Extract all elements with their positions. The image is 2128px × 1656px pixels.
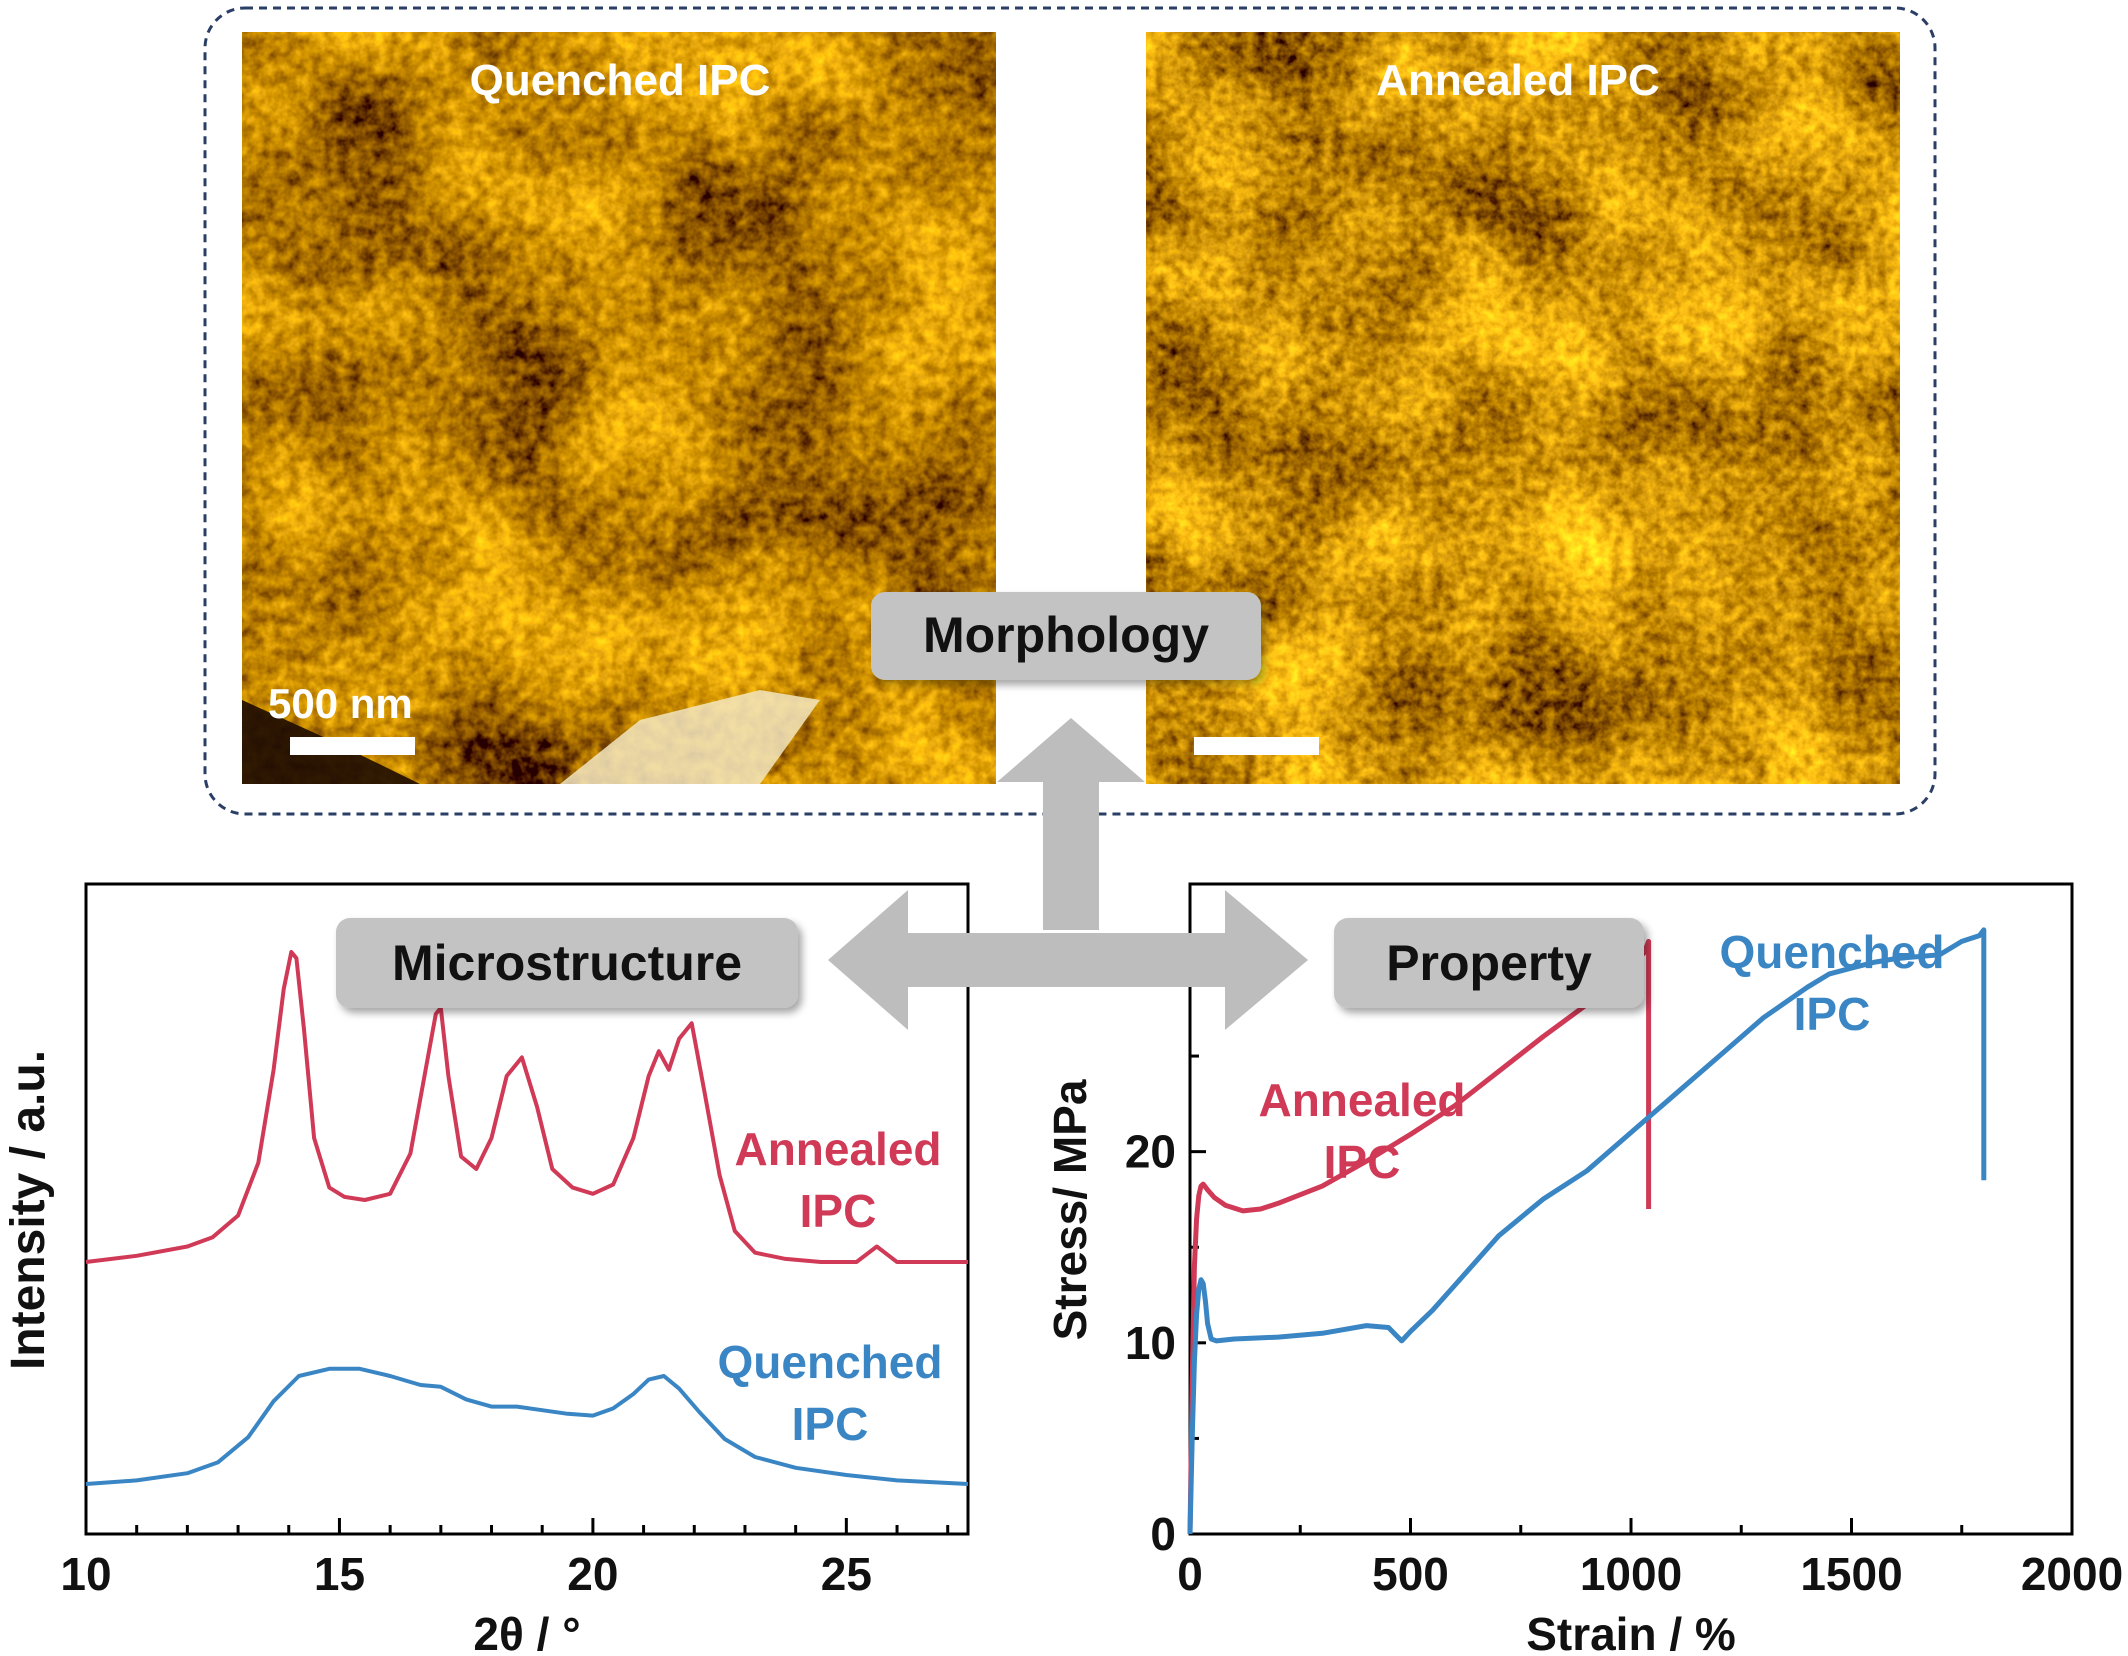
- x-tick-label: 500: [1372, 1548, 1449, 1600]
- property-label: Property: [1386, 935, 1592, 991]
- y-tick-label: 10: [1125, 1317, 1176, 1369]
- morphology-frame: [203, 6, 1937, 816]
- x-tick-label: 10: [60, 1548, 111, 1600]
- panel-title: Annealed IPC: [1376, 56, 1660, 105]
- bright-region: [560, 690, 820, 784]
- series-label: Quenched: [1720, 926, 1945, 978]
- xrd-plot-area: [84, 882, 970, 1536]
- horizontal-double-arrow-icon: [828, 890, 1308, 1030]
- series-label: Annealed: [734, 1123, 941, 1175]
- xrd-series-line: [85, 950, 968, 1264]
- y-axis-label: Intensity / a.u.: [2, 1050, 55, 1370]
- y-tick-label: 20: [1125, 1126, 1176, 1178]
- morphology-label: Morphology: [923, 607, 1209, 663]
- y-tick-label: 0: [1150, 1508, 1176, 1560]
- x-tick-label: 15: [314, 1548, 365, 1600]
- x-axis-label: Strain / %: [1526, 1608, 1736, 1656]
- property-label-box: [1334, 918, 1644, 1008]
- x-tick-label: 20: [567, 1548, 618, 1600]
- microstructure-label: Microstructure: [392, 935, 742, 991]
- series-label: Quenched: [718, 1336, 943, 1388]
- scale-bar: [1194, 737, 1319, 755]
- xrd-axes: 10 15 20 25 2θ / ° Intensity / a.u.: [2, 1050, 950, 1656]
- series-label: IPC: [792, 1398, 869, 1450]
- x-tick-label: 0: [1177, 1548, 1203, 1600]
- x-tick-label: 2000: [2021, 1548, 2123, 1600]
- scale-bar-label: 500 nm: [268, 680, 413, 727]
- tensile-axes: 05001000150020000102030Strain / %Stress/…: [1044, 934, 2123, 1656]
- x-axis-label: 2θ / °: [473, 1608, 580, 1656]
- tensile-series-line: [1187, 938, 1652, 1535]
- series-label: Annealed: [1258, 1074, 1465, 1126]
- morphology-label-box: [871, 592, 1261, 680]
- scale-bar: [290, 737, 415, 755]
- series-label: IPC: [1324, 1136, 1401, 1188]
- series-label: IPC: [1794, 988, 1871, 1040]
- connector-arrows: [828, 718, 1308, 1030]
- series-labels: Annealed IPC Quenched IPC Annealed IPC Quenche…: [718, 926, 1945, 1450]
- tensile-series-line: [1187, 927, 1987, 1535]
- y-axis-label: Stress/ MPa: [1044, 1079, 1096, 1340]
- panel-title: Quenched IPC: [470, 56, 771, 105]
- microstructure-label-box: [336, 918, 798, 1008]
- x-tick-label: 25: [821, 1548, 872, 1600]
- xrd-series: [85, 950, 969, 1486]
- x-tick-label: 1000: [1580, 1548, 1682, 1600]
- up-arrow-icon: [997, 718, 1145, 930]
- x-tick-label: 1500: [1800, 1548, 1902, 1600]
- afm-panel-quenched: Quenched IPC 500 nm: [242, 32, 996, 784]
- xrd-series-line: [85, 1366, 969, 1486]
- afm-panel-annealed: Annealed IPC: [1146, 32, 1900, 784]
- series-label: IPC: [800, 1185, 877, 1237]
